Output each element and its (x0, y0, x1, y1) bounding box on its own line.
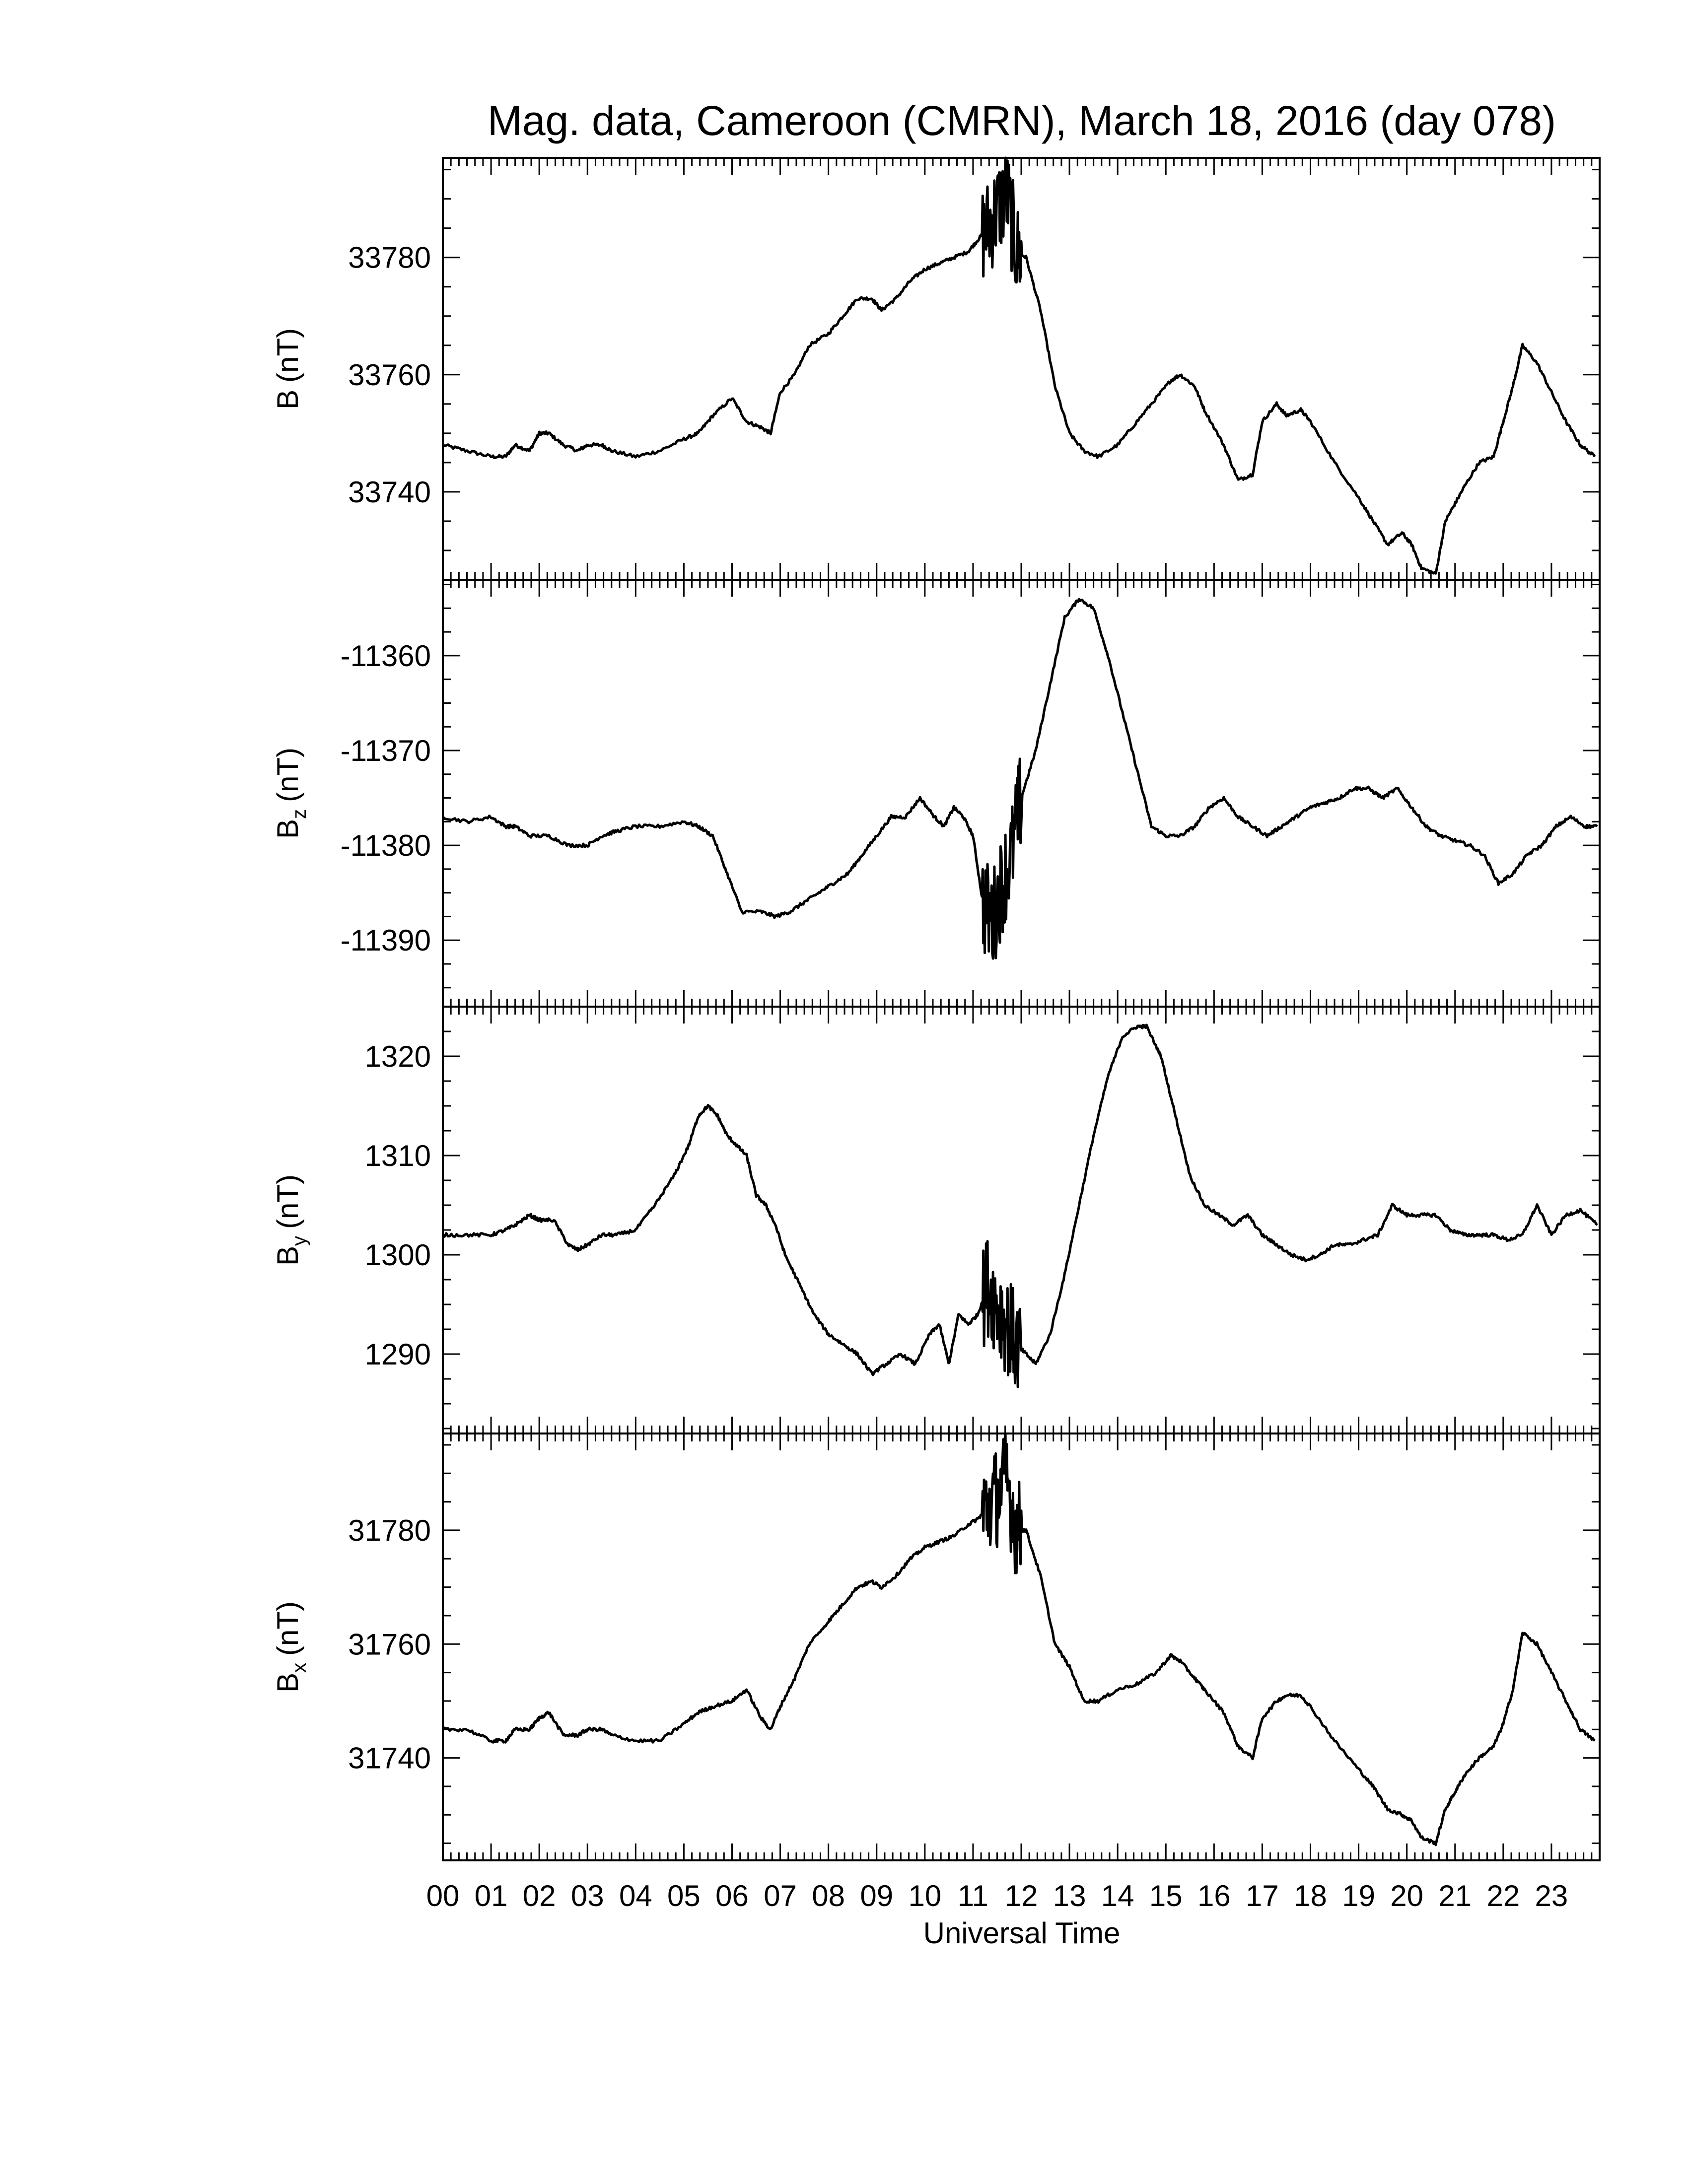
x-tick-label: 18 (1294, 1879, 1327, 1912)
y-axis-label-Bx: Bx (nT) (271, 1601, 310, 1693)
y-tick-label: -11370 (341, 734, 431, 767)
y-axis-label-Bz: Bz (nT) (271, 748, 310, 839)
y-label-subscript: x (288, 1663, 310, 1673)
data-line-Bz (442, 598, 1598, 960)
y-label-main: B (271, 1673, 304, 1693)
y-tick-label: 33780 (348, 241, 431, 274)
y-label-main: B (271, 819, 304, 839)
x-tick-label: 22 (1486, 1879, 1520, 1912)
y-tick-label: 31780 (348, 1514, 431, 1547)
y-tick-label: 33740 (348, 476, 431, 509)
y-label-unit: (nT) (271, 1174, 304, 1229)
x-tick-label: 09 (860, 1879, 893, 1912)
x-tick-label: 05 (667, 1879, 701, 1912)
x-tick-label: 16 (1197, 1879, 1231, 1912)
y-tick-label: -11360 (341, 639, 431, 673)
x-tick-label: 12 (1005, 1879, 1038, 1912)
panel-Bz: -11360 -11370 -11380 -11390 Bz (nT) (271, 579, 1601, 1008)
x-tick-label: 15 (1149, 1879, 1183, 1912)
y-tick-label: 1300 (365, 1238, 431, 1272)
y-label-main: B (271, 1246, 304, 1266)
x-tick-label: 14 (1101, 1879, 1134, 1912)
y-tick-label: 1320 (365, 1040, 431, 1073)
x-tick-label: 17 (1246, 1879, 1279, 1912)
x-tick-label: 03 (571, 1879, 604, 1912)
panel-Bx: 31740 31760 31780 Bx (nT) (271, 1433, 1601, 1861)
x-tick-label: 13 (1053, 1879, 1086, 1912)
y-label-unit: (nT) (271, 1601, 304, 1656)
y-tick-label: 33760 (348, 358, 431, 392)
x-tick-label: 21 (1438, 1879, 1472, 1912)
x-axis-title: Universal Time (923, 1916, 1121, 1950)
x-tick-label: 10 (908, 1879, 941, 1912)
x-tick-label: 01 (475, 1879, 508, 1912)
data-line-By (441, 1024, 1598, 1388)
y-tick-label: 1290 (365, 1338, 431, 1371)
panels-group: 337403376033780B(nT)-11360-11370-11380-1… (271, 156, 1601, 1861)
y-tick-label: 31760 (348, 1628, 431, 1661)
x-tick-label: 00 (426, 1879, 460, 1912)
x-tick-label: 02 (523, 1879, 556, 1912)
x-tick-label: 23 (1535, 1879, 1568, 1912)
y-axis-label-B: B (nT) (271, 328, 304, 410)
y-tick-label: 31740 (348, 1742, 431, 1775)
y-label-main: B (271, 390, 304, 410)
y-tick-label: 1310 (365, 1139, 431, 1172)
data-line-B (442, 156, 1596, 575)
x-tick-label: 07 (764, 1879, 797, 1912)
y-label-unit: (nT) (271, 328, 304, 383)
y-label-subscript: z (288, 809, 310, 819)
y-tick-label: -11390 (341, 924, 431, 957)
x-axis-tick-labels: 00 01 02 03 04 05 06 07 08 09 10 11 12 13 14 15 16 17 18 19… (426, 1879, 1568, 1912)
y-label-subscript: y (288, 1236, 310, 1246)
data-line-Bx (442, 1433, 1596, 1846)
x-tick-label: 20 (1390, 1879, 1423, 1912)
y-axis-label-By: By (nT) (271, 1174, 310, 1266)
panel-B: 33740 33760 33780 B (nT) (271, 156, 1601, 581)
x-tick-label: 11 (958, 1879, 988, 1912)
y-label-unit: (nT) (271, 748, 304, 802)
y-tick-label: -11380 (341, 829, 431, 862)
x-tick-label: 06 (715, 1879, 749, 1912)
x-tick-label: 04 (619, 1879, 652, 1912)
chart-title: Mag. data, Cameroon (CMRN), March 18, 20… (488, 97, 1556, 144)
x-tick-label: 08 (812, 1879, 845, 1912)
x-tick-label: 19 (1342, 1879, 1375, 1912)
